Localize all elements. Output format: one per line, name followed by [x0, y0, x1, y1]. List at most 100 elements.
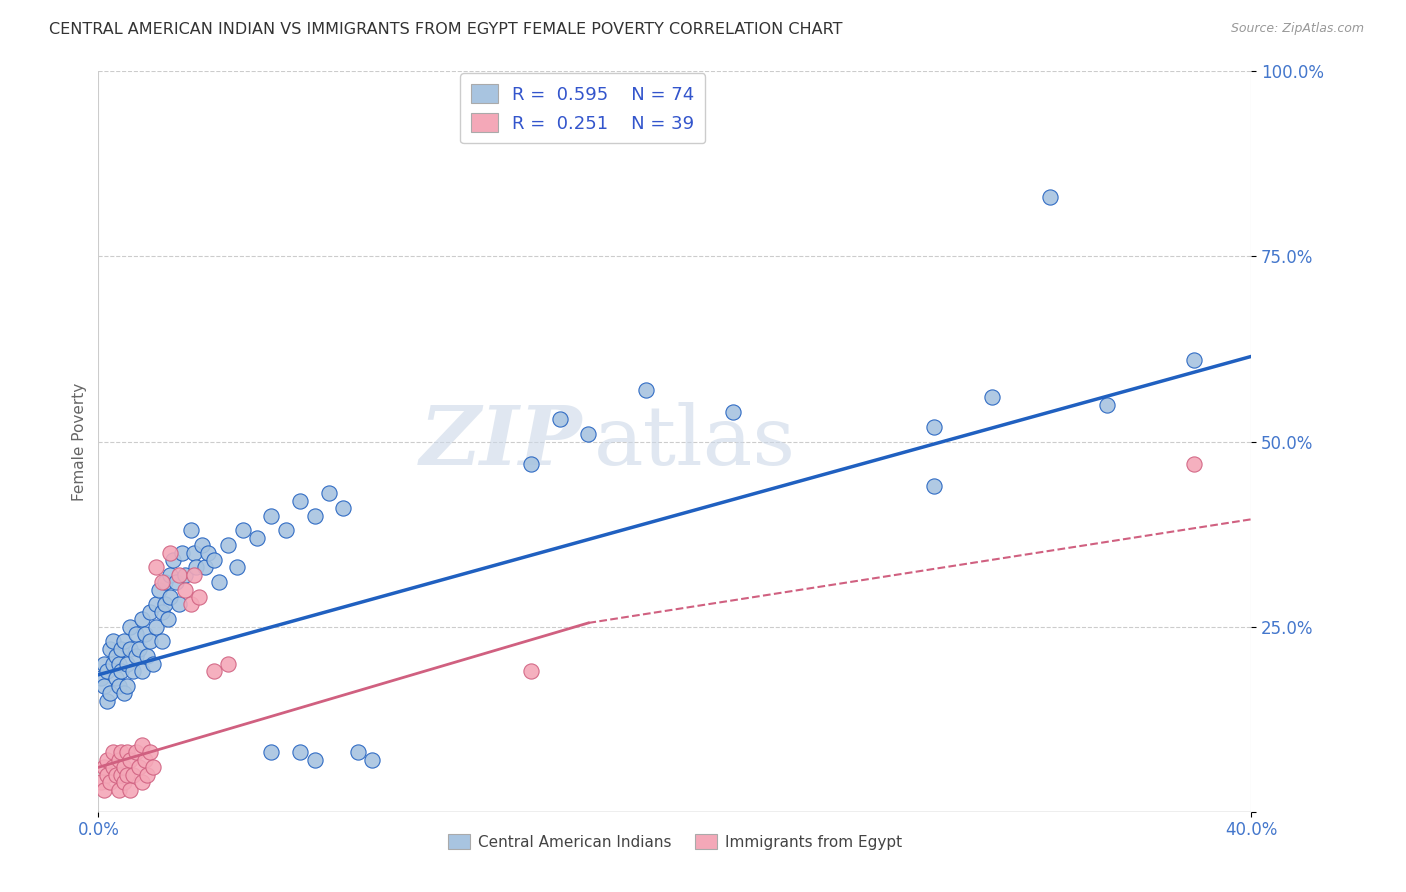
Point — [101, 746, 124, 760]
Point — [191, 538, 214, 552]
Text: ZIP: ZIP — [420, 401, 582, 482]
Point — [186, 560, 208, 574]
Point — [122, 767, 145, 781]
Point — [128, 641, 150, 656]
Point — [139, 605, 162, 619]
Point — [924, 479, 946, 493]
Point — [148, 582, 170, 597]
Point — [332, 501, 354, 516]
Point — [180, 598, 202, 612]
Point — [1182, 457, 1205, 471]
Point — [101, 634, 124, 648]
Point — [125, 746, 148, 760]
Point — [117, 657, 139, 671]
Point — [110, 641, 132, 656]
Point — [131, 775, 153, 789]
Point — [107, 657, 129, 671]
Point — [318, 486, 340, 500]
Point — [167, 567, 190, 582]
Point — [346, 746, 368, 760]
Point — [150, 605, 173, 619]
Point — [159, 567, 181, 582]
Point — [131, 664, 153, 678]
Point — [136, 767, 159, 781]
Point — [96, 767, 118, 781]
Text: CENTRAL AMERICAN INDIAN VS IMMIGRANTS FROM EGYPT FEMALE POVERTY CORRELATION CHAR: CENTRAL AMERICAN INDIAN VS IMMIGRANTS FR… — [49, 22, 842, 37]
Point — [202, 664, 225, 678]
Point — [225, 560, 247, 574]
Point — [981, 390, 1004, 404]
Point — [107, 753, 129, 767]
Point — [90, 775, 112, 789]
Point — [131, 738, 153, 752]
Point — [96, 664, 118, 678]
Point — [110, 746, 132, 760]
Point — [104, 767, 127, 781]
Legend: Central American Indians, Immigrants from Egypt: Central American Indians, Immigrants fro… — [441, 828, 908, 856]
Point — [153, 575, 176, 590]
Point — [98, 686, 121, 700]
Point — [122, 664, 145, 678]
Point — [117, 679, 139, 693]
Point — [174, 567, 197, 582]
Point — [159, 546, 181, 560]
Point — [139, 634, 162, 648]
Point — [120, 641, 142, 656]
Point — [202, 553, 225, 567]
Point — [361, 753, 384, 767]
Point — [120, 619, 142, 633]
Point — [197, 546, 219, 560]
Point — [120, 782, 142, 797]
Point — [150, 575, 173, 590]
Point — [101, 760, 124, 774]
Point — [125, 649, 148, 664]
Point — [150, 634, 173, 648]
Point — [112, 760, 135, 774]
Point — [159, 590, 181, 604]
Point — [110, 767, 132, 781]
Point — [98, 641, 121, 656]
Point — [548, 412, 571, 426]
Point — [134, 753, 156, 767]
Point — [167, 598, 190, 612]
Point — [131, 612, 153, 626]
Point — [194, 560, 217, 574]
Point — [101, 657, 124, 671]
Point — [104, 672, 127, 686]
Point — [112, 775, 135, 789]
Point — [1182, 353, 1205, 368]
Point — [107, 679, 129, 693]
Point — [134, 627, 156, 641]
Point — [208, 575, 231, 590]
Point — [170, 546, 193, 560]
Point — [112, 686, 135, 700]
Point — [112, 634, 135, 648]
Point — [153, 598, 176, 612]
Point — [217, 657, 239, 671]
Point — [290, 746, 312, 760]
Point — [180, 524, 202, 538]
Point — [107, 782, 129, 797]
Point — [90, 672, 112, 686]
Text: Source: ZipAtlas.com: Source: ZipAtlas.com — [1230, 22, 1364, 36]
Point — [145, 560, 167, 574]
Point — [721, 405, 744, 419]
Point — [156, 612, 179, 626]
Point — [93, 657, 115, 671]
Point — [188, 590, 211, 604]
Point — [142, 760, 165, 774]
Point — [217, 538, 239, 552]
Point — [139, 746, 162, 760]
Point — [231, 524, 254, 538]
Point — [520, 664, 543, 678]
Point — [96, 694, 118, 708]
Point — [165, 575, 187, 590]
Y-axis label: Female Poverty: Female Poverty — [72, 383, 87, 500]
Point — [274, 524, 297, 538]
Point — [104, 649, 127, 664]
Point — [578, 427, 600, 442]
Text: atlas: atlas — [595, 401, 796, 482]
Point — [145, 619, 167, 633]
Point — [260, 746, 283, 760]
Point — [162, 553, 184, 567]
